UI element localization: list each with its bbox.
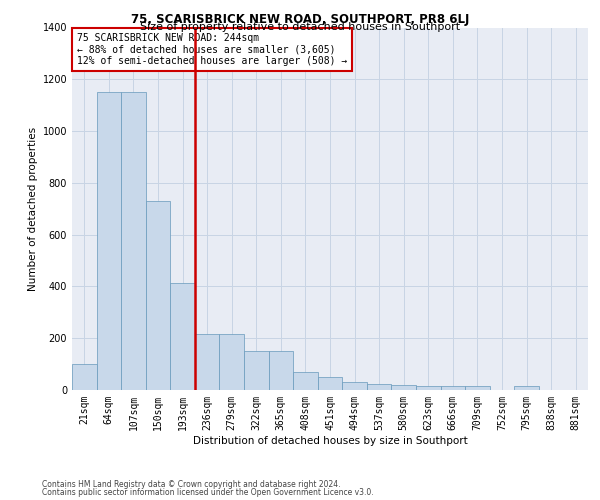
Bar	[391, 385, 416, 390]
Bar	[293, 372, 318, 390]
Bar	[170, 282, 195, 390]
Bar	[244, 351, 269, 390]
Bar	[416, 386, 440, 390]
Bar	[465, 386, 490, 390]
Y-axis label: Number of detached properties: Number of detached properties	[28, 126, 38, 291]
Text: 75 SCARISBRICK NEW ROAD: 244sqm
← 88% of detached houses are smaller (3,605)
12%: 75 SCARISBRICK NEW ROAD: 244sqm ← 88% of…	[77, 33, 347, 66]
Bar	[220, 334, 244, 390]
Bar	[367, 384, 391, 390]
Bar	[121, 92, 146, 390]
Bar	[146, 201, 170, 390]
Bar	[269, 351, 293, 390]
Bar	[195, 334, 220, 390]
Bar	[72, 364, 97, 390]
Text: 75, SCARISBRICK NEW ROAD, SOUTHPORT, PR8 6LJ: 75, SCARISBRICK NEW ROAD, SOUTHPORT, PR8…	[131, 12, 469, 26]
Bar	[440, 386, 465, 390]
Text: Size of property relative to detached houses in Southport: Size of property relative to detached ho…	[140, 22, 460, 32]
X-axis label: Distribution of detached houses by size in Southport: Distribution of detached houses by size …	[193, 436, 467, 446]
Text: Contains HM Land Registry data © Crown copyright and database right 2024.: Contains HM Land Registry data © Crown c…	[42, 480, 341, 489]
Bar	[514, 386, 539, 390]
Bar	[97, 92, 121, 390]
Bar	[318, 377, 342, 390]
Text: Contains public sector information licensed under the Open Government Licence v3: Contains public sector information licen…	[42, 488, 374, 497]
Bar	[342, 382, 367, 390]
